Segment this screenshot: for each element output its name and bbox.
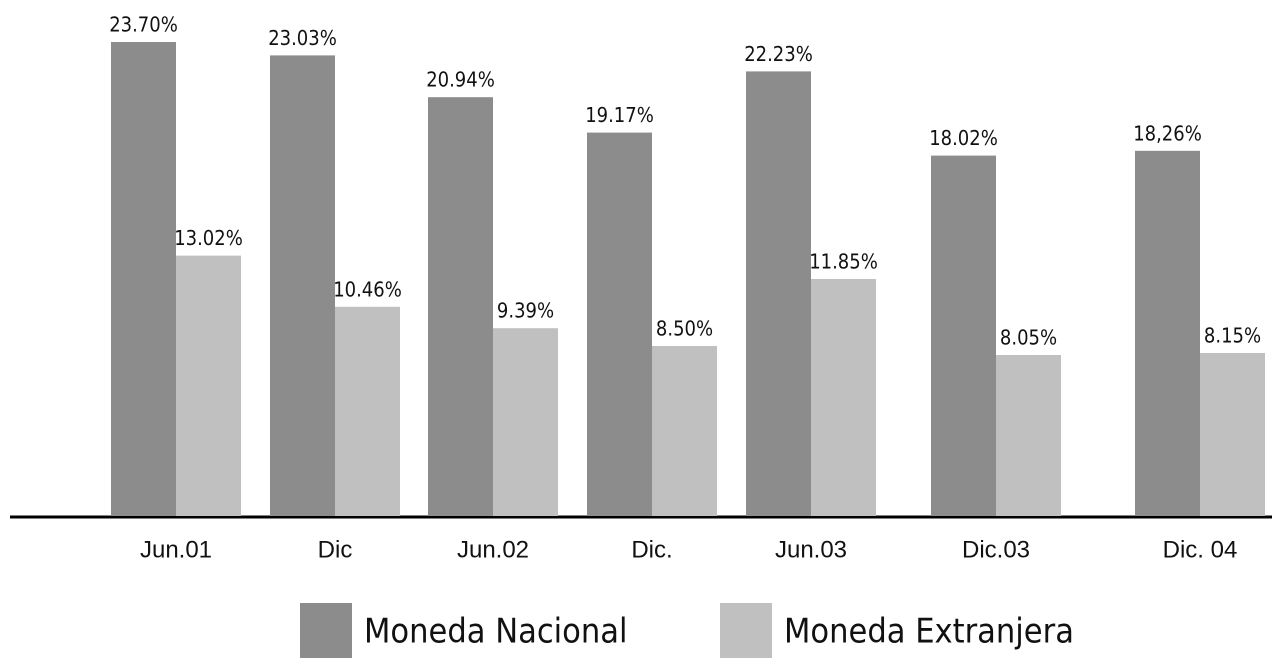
value-label: 9.39%: [497, 299, 554, 323]
x-tick-label: Dic. 04: [1163, 536, 1238, 563]
value-label: 10.46%: [333, 277, 402, 301]
x-tick-label: Dic.03: [962, 536, 1030, 563]
x-tick-label: Jun.03: [775, 536, 847, 563]
value-label: 19.17%: [585, 103, 654, 127]
value-label: 13.02%: [174, 226, 243, 250]
bar: [652, 346, 717, 516]
legend-label: Moneda Nacional: [364, 612, 627, 652]
bar: [746, 71, 811, 517]
value-label: 8.15%: [1204, 324, 1261, 348]
bar: [931, 155, 996, 516]
legend-label: Moneda Extranjera: [784, 612, 1074, 652]
x-tick-label: Dic: [318, 536, 353, 563]
value-label: 18.02%: [929, 126, 998, 150]
value-label: 8.50%: [656, 317, 713, 341]
legend-swatch: [720, 603, 772, 658]
legend-swatch: [300, 603, 352, 658]
value-label: 18,26%: [1133, 121, 1202, 145]
bar: [428, 97, 493, 516]
value-label: 8.05%: [1000, 326, 1057, 350]
bar: [111, 42, 176, 516]
x-tick-label: Jun.01: [140, 536, 212, 563]
bar: [270, 55, 335, 517]
bar: [335, 306, 400, 516]
value-label: 20.94%: [426, 68, 495, 92]
bar: [1200, 353, 1265, 516]
value-label: 23.70%: [109, 13, 178, 37]
x-tick-label: Jun.02: [457, 536, 529, 563]
bar: [996, 355, 1061, 516]
bar: [493, 328, 558, 516]
value-label: 11.85%: [809, 250, 878, 274]
value-label: 22.23%: [744, 42, 813, 66]
bar: [176, 255, 241, 516]
bar: [587, 132, 652, 516]
bar: [811, 279, 876, 516]
value-label: 23.03%: [268, 26, 337, 50]
bar: [1135, 150, 1200, 517]
x-tick-label: Dic.: [631, 536, 672, 563]
